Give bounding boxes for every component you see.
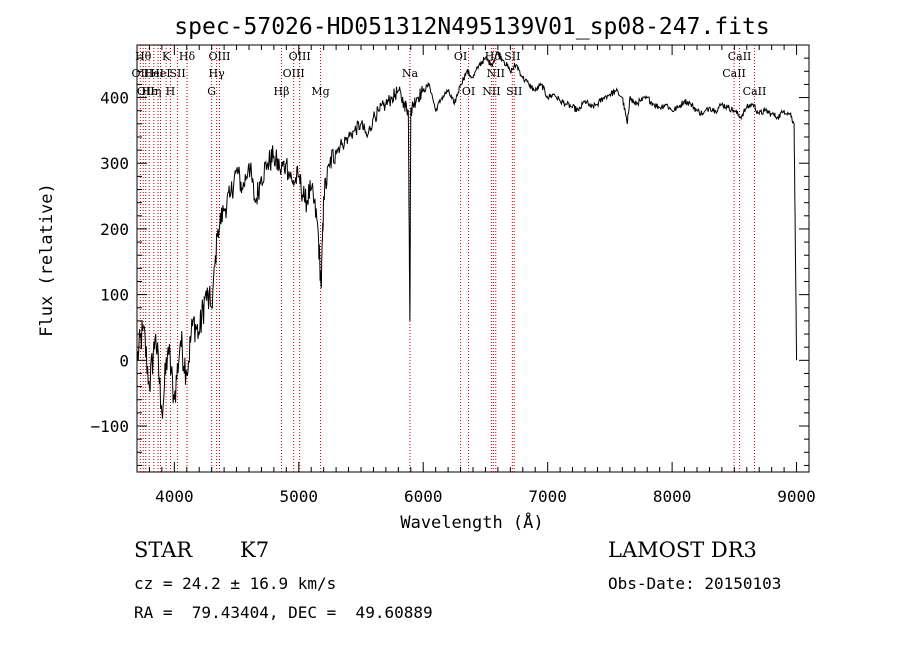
species-label: Hα	[485, 50, 503, 63]
species-label: NII	[482, 85, 500, 98]
species-label: OIII	[208, 50, 230, 63]
x-axis-ticks: 4000 5000 6000 7000 8000 9000	[148, 45, 816, 506]
y-tick-label: −100	[90, 417, 129, 436]
object-subclass: K7	[240, 538, 270, 562]
chart-title: spec-57026-HD051312N495139V01_sp08-247.f…	[174, 14, 769, 40]
species-label: OI	[462, 85, 475, 98]
x-axis-label: Wavelength (Å)	[400, 511, 543, 533]
species-label: K	[162, 50, 171, 63]
y-tick-label: 300	[100, 154, 129, 173]
species-label: G	[207, 85, 216, 98]
species-label: OII	[132, 67, 150, 80]
species-label: HeI	[144, 67, 164, 80]
species-label: OIII	[289, 50, 311, 63]
y-axis-ticks: −100 0 100 200 300 400	[90, 44, 809, 466]
species-label: SII	[506, 85, 522, 98]
species-label: OIII	[283, 67, 305, 80]
x-tick-label: 5000	[280, 487, 319, 506]
x-tick-label: 4000	[155, 487, 194, 506]
y-axis-label: Flux (relative)	[37, 183, 57, 337]
species-label: Hβ	[274, 85, 290, 98]
species-label: Hθ	[135, 50, 152, 63]
ra-dec: RA = 79.43404, DEC = 49.60889	[134, 603, 433, 622]
species-label: SII	[504, 50, 520, 63]
species-label: SII	[169, 67, 185, 80]
species-label: CaII	[722, 67, 746, 80]
species-label: Hε	[142, 85, 158, 98]
species-label: Hδ	[179, 50, 196, 63]
x-tick-label: 9000	[777, 487, 816, 506]
species-lines	[139, 45, 755, 472]
species-label: OII	[137, 85, 155, 98]
flux-series-line	[136, 50, 798, 419]
species-label: HeI	[150, 67, 170, 80]
species-labels: OIIHθOIIHεHeIηHeIKHSIIHδGHγOIIIHβOIIIOII…	[132, 50, 767, 98]
y-tick-label: 400	[100, 89, 129, 108]
object-class: STAR	[134, 538, 193, 562]
species-label: Mg	[311, 85, 329, 98]
redshift-cz: cz = 24.2 ± 16.9 km/s	[134, 574, 337, 593]
observation-date: Obs-Date: 20150103	[608, 574, 782, 593]
y-tick-label: 0	[119, 351, 129, 370]
y-tick-label: 100	[100, 286, 129, 305]
x-tick-label: 7000	[528, 487, 567, 506]
species-label: Hγ	[209, 67, 226, 80]
species-label: CaII	[743, 85, 767, 98]
species-label: Na	[402, 67, 419, 80]
x-tick-label: 8000	[653, 487, 692, 506]
species-label: η	[155, 85, 162, 98]
x-tick-label: 6000	[404, 487, 443, 506]
species-label: OI	[454, 50, 467, 63]
y-tick-label: 200	[100, 220, 129, 239]
species-label: NII	[487, 67, 505, 80]
species-label: H	[166, 85, 176, 98]
species-label: CaII	[728, 50, 752, 63]
survey-name: LAMOST DR3	[608, 538, 757, 562]
